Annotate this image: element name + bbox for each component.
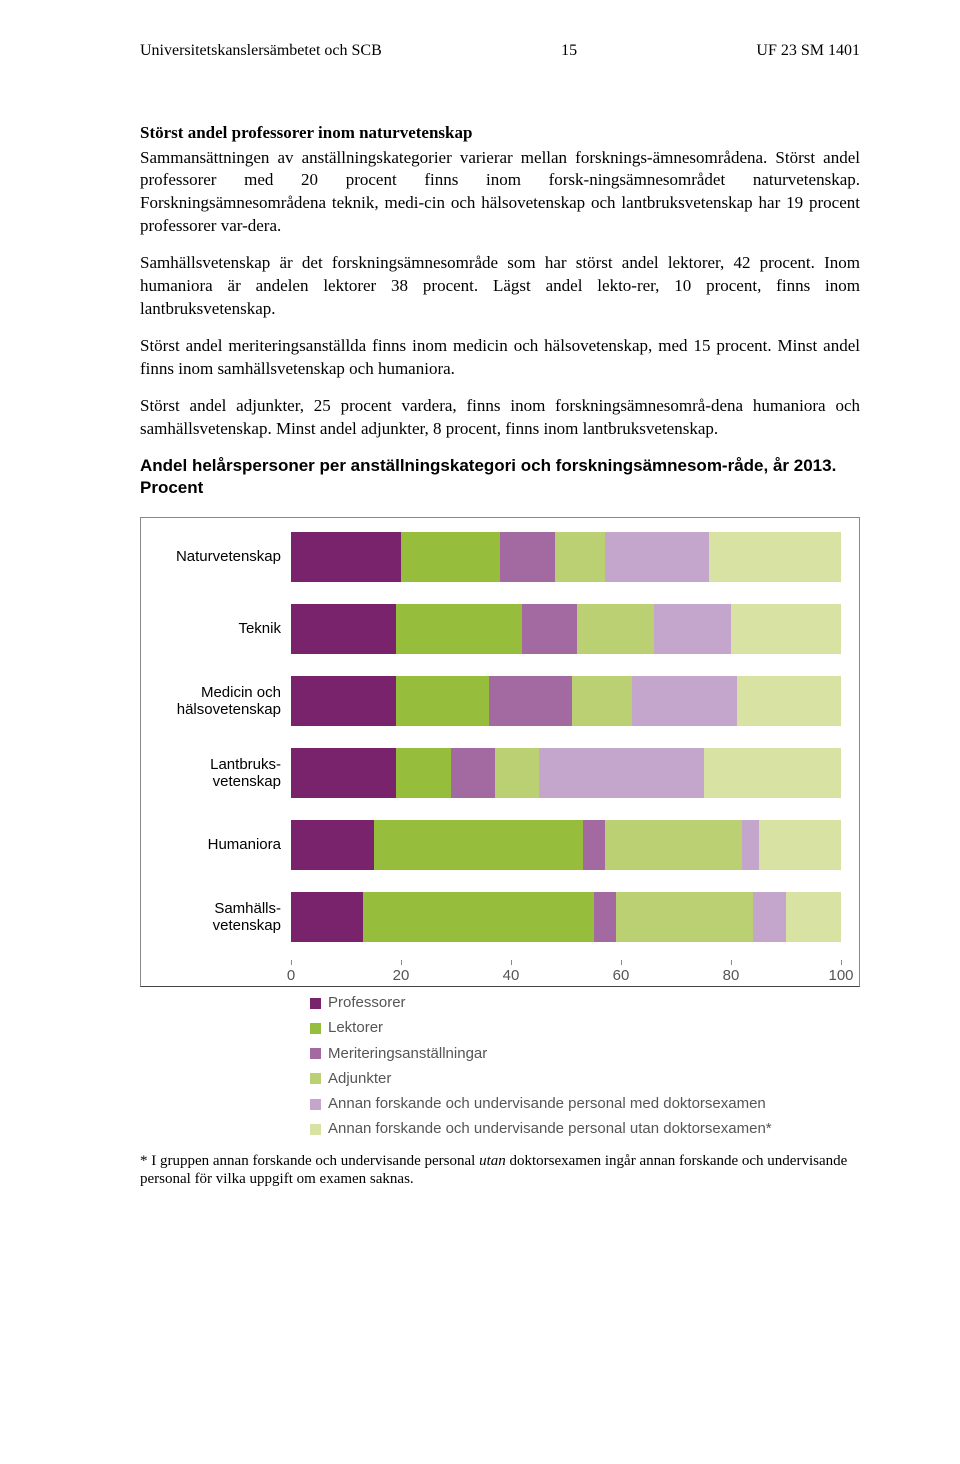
x-axis: 020406080100: [291, 964, 841, 986]
legend-item: Adjunkter: [310, 1069, 860, 1089]
bar-segment: [605, 532, 710, 582]
legend-item: Annan forskande och undervisande persona…: [310, 1119, 860, 1139]
bar-segment: [489, 676, 572, 726]
bar-segment: [704, 748, 842, 798]
chart-row: Naturvetenskap: [141, 532, 859, 582]
axis-tick-label: 20: [393, 966, 410, 986]
bar-segment: [291, 892, 363, 942]
bar-track: [291, 676, 841, 726]
bar-segment: [291, 820, 374, 870]
chart-row: Lantbruks-vetenskap: [141, 748, 859, 798]
bar-segment: [572, 676, 633, 726]
bar-segment: [495, 748, 539, 798]
chart-row: Humaniora: [141, 820, 859, 870]
bar-track: [291, 820, 841, 870]
bar-segment: [742, 820, 759, 870]
legend-swatch: [310, 1124, 321, 1135]
chart-title: Andel helårspersoner per anställningskat…: [140, 455, 860, 499]
paragraph: Sammansättningen av anställningskategori…: [140, 147, 860, 239]
legend-item: Professorer: [310, 993, 860, 1013]
chart-row: Teknik: [141, 604, 859, 654]
bar-segment: [577, 604, 654, 654]
bar-segment: [616, 892, 754, 942]
category-label: Naturvetenskap: [141, 548, 291, 565]
chart-footnote: * I gruppen annan forskande och undervis…: [140, 1152, 860, 1190]
category-label: Samhälls-vetenskap: [141, 900, 291, 935]
legend-label: Professorer: [328, 993, 406, 1013]
bar-segment: [396, 748, 451, 798]
bar-segment: [753, 892, 786, 942]
bar-segment: [291, 676, 396, 726]
bar-track: [291, 532, 841, 582]
legend-swatch: [310, 1073, 321, 1084]
legend-label: Annan forskande och undervisande persona…: [328, 1119, 772, 1139]
bar-segment: [396, 604, 523, 654]
header-right: UF 23 SM 1401: [756, 40, 860, 62]
bar-segment: [737, 676, 842, 726]
chart-row: Medicin ochhälsovetenskap: [141, 676, 859, 726]
footnote-em: utan: [479, 1153, 506, 1169]
category-label: Humaniora: [141, 836, 291, 853]
bar-segment: [539, 748, 704, 798]
bar-track: [291, 892, 841, 942]
paragraph: Samhällsvetenskap är det forskningsämnes…: [140, 252, 860, 321]
category-label: Medicin ochhälsovetenskap: [141, 684, 291, 719]
chart-legend: Professorer Lektorer Meriteringsanställnin…: [310, 993, 860, 1140]
page-number: 15: [561, 40, 577, 62]
bar-segment: [583, 820, 605, 870]
bar-segment: [374, 820, 583, 870]
axis-tick-label: 40: [503, 966, 520, 986]
bar-track: [291, 604, 841, 654]
axis-tick-label: 60: [613, 966, 630, 986]
bar-segment: [522, 604, 577, 654]
bar-segment: [451, 748, 495, 798]
bar-segment: [396, 676, 490, 726]
bar-segment: [594, 892, 616, 942]
bar-segment: [291, 748, 396, 798]
axis-tick-label: 0: [287, 966, 295, 986]
legend-swatch: [310, 1099, 321, 1110]
stacked-bar-chart: Naturvetenskap Teknik Medicin ochhälsovete…: [140, 517, 860, 987]
legend-item: Lektorer: [310, 1018, 860, 1038]
legend-swatch: [310, 1048, 321, 1059]
bar-segment: [709, 532, 841, 582]
legend-swatch: [310, 998, 321, 1009]
legend-label: Adjunkter: [328, 1069, 391, 1089]
bar-segment: [401, 532, 500, 582]
bar-segment: [605, 820, 743, 870]
paragraph: Störst andel meriteringsanställda finns …: [140, 335, 860, 381]
axis-tick-label: 80: [723, 966, 740, 986]
bar-segment: [291, 532, 401, 582]
legend-label: Lektorer: [328, 1018, 383, 1038]
legend-item: Annan forskande och undervisande persona…: [310, 1094, 860, 1114]
footnote-text: * I gruppen annan forskande och undervis…: [140, 1153, 479, 1169]
legend-label: Annan forskande och undervisande persona…: [328, 1094, 766, 1114]
bar-segment: [500, 532, 555, 582]
legend-swatch: [310, 1023, 321, 1034]
category-label: Lantbruks-vetenskap: [141, 756, 291, 791]
bar-segment: [555, 532, 605, 582]
legend-label: Meriteringsanställningar: [328, 1044, 487, 1064]
bar-segment: [363, 892, 594, 942]
bar-segment: [291, 604, 396, 654]
bar-segment: [632, 676, 737, 726]
section-heading: Störst andel professorer inom naturveten…: [140, 122, 860, 145]
bar-segment: [786, 892, 841, 942]
legend-item: Meriteringsanställningar: [310, 1044, 860, 1064]
bar-segment: [759, 820, 842, 870]
bar-segment: [654, 604, 731, 654]
axis-tick-label: 100: [828, 966, 853, 986]
paragraph: Störst andel adjunkter, 25 procent varde…: [140, 395, 860, 441]
category-label: Teknik: [141, 620, 291, 637]
header-left: Universitetskanslersämbetet och SCB: [140, 40, 382, 62]
bar-track: [291, 748, 841, 798]
bar-segment: [731, 604, 841, 654]
chart-row: Samhälls-vetenskap: [141, 892, 859, 942]
page-header: Universitetskanslersämbetet och SCB 15 U…: [140, 40, 860, 62]
